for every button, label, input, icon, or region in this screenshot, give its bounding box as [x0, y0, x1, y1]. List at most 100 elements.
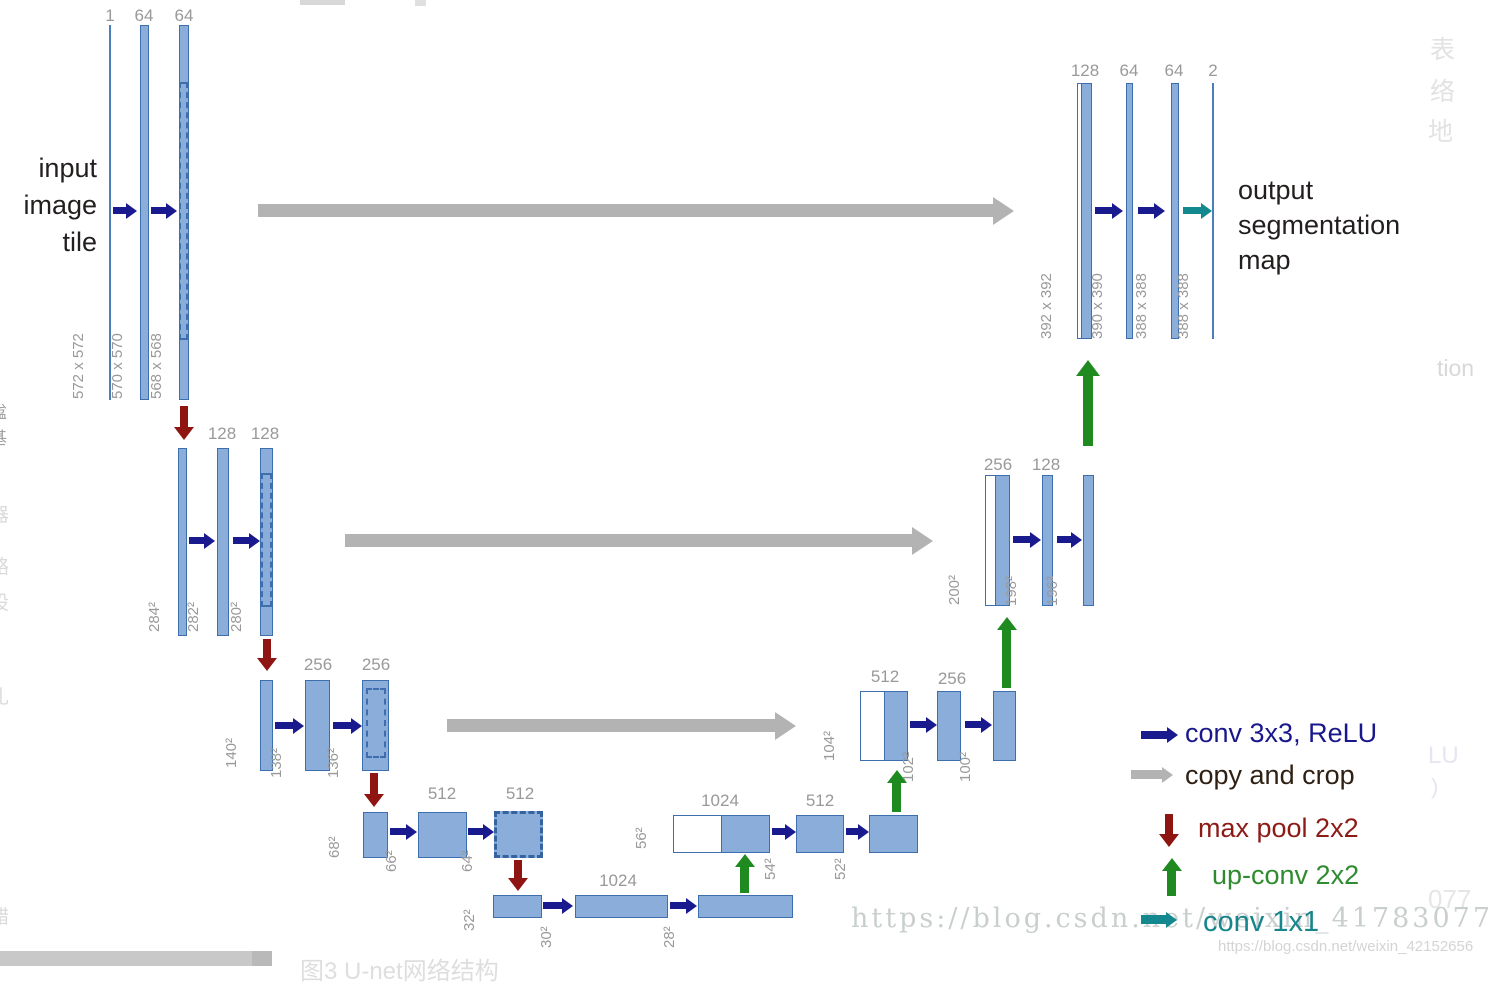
spatial-size-label: 100²: [957, 751, 974, 782]
crop-region-box: [494, 811, 543, 858]
concat-feature-map-box: [1077, 83, 1092, 339]
left-edge-glyph-fragment: 諡: [0, 398, 7, 423]
feature-map-bar: [1042, 475, 1053, 606]
maxpool-arrow-icon: [364, 773, 384, 807]
upconv-arrow-icon: [996, 617, 1017, 688]
left-edge-glyph-fragment: 絡: [0, 552, 9, 579]
spatial-size-label: 28²: [661, 926, 678, 948]
spatial-size-label: 104²: [821, 730, 838, 761]
legend-upconv-arrow-icon: [1161, 858, 1182, 896]
upconv-arrow-icon: [734, 854, 755, 893]
spatial-size-label: 68²: [326, 836, 343, 858]
channel-count-label: 512: [805, 791, 835, 810]
conv3x3-arrow-icon: [846, 823, 869, 840]
input-image-tile-label: input image tile: [23, 153, 97, 257]
feature-map-bar: [178, 448, 187, 636]
spatial-size-label: 32²: [461, 909, 478, 931]
output-feature-map-bar: [1212, 83, 1214, 339]
bottom-left-gray-bar: [0, 951, 272, 966]
spatial-size-label: 66²: [383, 850, 400, 872]
upconv-arrow-icon: [886, 770, 907, 812]
channel-count-label: 64: [174, 6, 194, 25]
conv3x3-arrow-icon: [1013, 531, 1041, 548]
left-edge-glyph-fragment: 錯: [0, 902, 9, 929]
feature-map-bar: [140, 25, 149, 400]
spatial-size-label: 282²: [185, 601, 202, 632]
channel-count-label: 128: [207, 424, 237, 443]
conv3x3-arrow-icon: [333, 717, 362, 734]
conv3x3-arrow-icon: [390, 823, 417, 840]
spatial-size-label: 284²: [146, 601, 163, 632]
right-edge-watermark-tion: tion: [1437, 355, 1475, 381]
feature-map-bar: [869, 815, 918, 853]
crop-region-outline: [261, 473, 272, 607]
conv3x3-arrow-icon: [1095, 202, 1123, 219]
conv3x3-arrow-icon: [468, 823, 494, 840]
spatial-size-label: 280²: [228, 601, 245, 632]
concat-feature-map-box: [860, 691, 908, 761]
legend-maxpool-arrow-icon: [1159, 814, 1179, 847]
csdn-watermark-small: https://blog.csdn.net/weixin_42152656: [1218, 938, 1474, 955]
channel-count-label: 1: [105, 6, 115, 25]
feature-map-bar: [305, 680, 330, 771]
left-edge-glyph-fragment: 器: [0, 500, 9, 527]
legend-conv1x1-arrow-icon: [1141, 911, 1177, 928]
feature-map-bar: [260, 680, 273, 771]
bottom-left-gray-bar-tip: [252, 951, 272, 966]
spatial-size-label: 390 x 390: [1089, 273, 1106, 339]
spatial-size-label: 198²: [1003, 575, 1020, 606]
copy-crop-arrow-icon: [345, 526, 933, 555]
channel-count-label: 128: [250, 424, 280, 443]
legend-copy-crop-arrow-icon: [1131, 766, 1173, 783]
feature-map-bar: [217, 448, 229, 636]
spatial-size-label: 572 x 572: [70, 333, 87, 399]
concat-feature-map-box: [985, 475, 1010, 606]
conv3x3-arrow-icon: [233, 532, 260, 549]
spatial-size-label: 30²: [538, 926, 555, 948]
feature-map-bar: [1171, 83, 1179, 339]
spatial-size-label: 388 x 388: [1175, 273, 1192, 339]
feature-map-bar: [1126, 83, 1133, 339]
spatial-size-label: 54²: [762, 858, 779, 880]
figure-caption: 图3 U-net网络结构: [300, 958, 499, 985]
channel-count-label: 512: [505, 784, 535, 803]
feature-map-bar: [418, 812, 467, 858]
right-edge-fragment-077: 077: [1428, 884, 1472, 914]
feature-map-bar: [575, 895, 668, 918]
maxpool-arrow-icon: [174, 406, 194, 440]
spatial-size-label: 56²: [633, 827, 650, 849]
channel-count-label: 512: [427, 784, 457, 803]
legend-conv3x3-label: conv 3x3, ReLU: [1185, 718, 1378, 748]
copy-crop-arrow-icon: [258, 196, 1014, 225]
legend-upconv-label: up-conv 2x2: [1212, 860, 1360, 890]
channel-count-label: 64: [1119, 61, 1139, 80]
spatial-size-label: 52²: [832, 858, 849, 880]
conv3x3-arrow-icon: [1138, 202, 1165, 219]
conv3x3-arrow-icon: [189, 532, 215, 549]
concat-feature-map-box: [673, 815, 770, 853]
spatial-size-label: 140²: [223, 737, 240, 768]
channel-count-label: 256: [937, 669, 967, 688]
right-edge-fragment-paren: ): [1431, 774, 1439, 799]
conv3x3-arrow-icon: [543, 897, 573, 914]
channel-count-label: 1024: [701, 791, 739, 810]
conv3x3-arrow-icon: [275, 717, 304, 734]
input-feature-map-bar: [109, 25, 111, 400]
spatial-size-label: 64²: [459, 850, 476, 872]
conv3x3-arrow-icon: [151, 202, 177, 219]
right-edge-fragment-lu: LU: [1428, 742, 1459, 769]
legend-conv1x1-label: conv 1x1: [1203, 906, 1320, 938]
spatial-size-label: 568 x 568: [148, 333, 165, 399]
feature-map-bar: [698, 895, 793, 918]
feature-map-bar: [796, 815, 844, 853]
channel-count-label: 256: [303, 655, 333, 674]
crop-region-outline: [179, 82, 188, 340]
channel-count-label: 128: [1031, 455, 1061, 474]
spatial-size-label: 200²: [946, 574, 963, 605]
conv3x3-arrow-icon: [910, 716, 937, 733]
feature-map-bar: [493, 895, 542, 918]
conv3x3-arrow-icon: [113, 202, 137, 219]
channel-count-label: 256: [361, 655, 391, 674]
left-edge-glyph-fragment: 基: [0, 424, 7, 449]
